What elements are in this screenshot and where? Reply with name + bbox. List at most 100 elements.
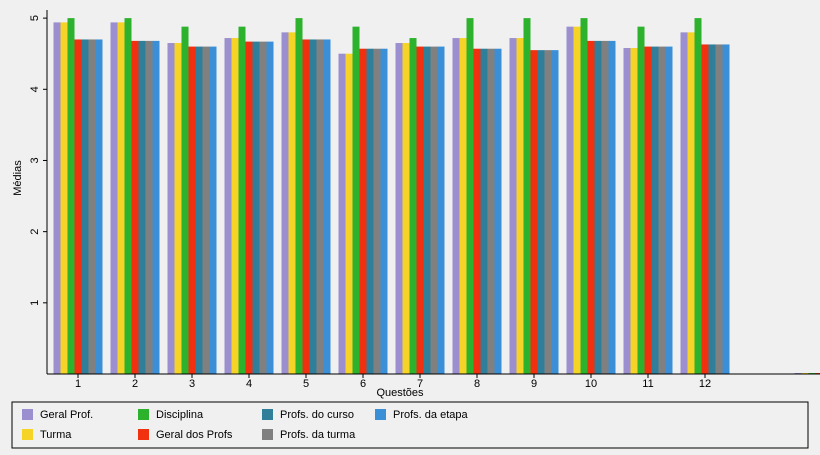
- legend-label: Turma: [40, 429, 72, 441]
- bar: [110, 22, 118, 374]
- bar: [480, 48, 488, 374]
- bar: [117, 22, 125, 374]
- bar: [259, 41, 267, 374]
- bar: [74, 39, 82, 375]
- bar: [523, 18, 531, 375]
- bar: [152, 40, 160, 375]
- bar: [494, 48, 502, 374]
- bar: [430, 46, 438, 375]
- bar: [473, 48, 481, 374]
- bar: [416, 46, 424, 375]
- y-tick-label: 1: [29, 300, 41, 306]
- bar: [95, 39, 103, 375]
- legend-label: Profs. do curso: [280, 409, 354, 421]
- bar: [195, 46, 203, 375]
- bar: [608, 40, 616, 375]
- bar: [516, 38, 524, 374]
- bar: [701, 44, 709, 374]
- x-tick-label: 7: [417, 378, 423, 390]
- bar: [537, 50, 545, 374]
- bar: [124, 18, 132, 375]
- bar: [630, 48, 638, 374]
- bar: [352, 26, 360, 375]
- bar: [281, 32, 289, 375]
- bar: [380, 48, 388, 374]
- bar: [509, 38, 517, 374]
- bar: [566, 26, 574, 375]
- bar: [88, 39, 96, 375]
- bar: [323, 39, 331, 375]
- bar: [316, 39, 324, 375]
- legend-swatch: [262, 409, 273, 420]
- bar: [437, 46, 445, 375]
- y-tick-label: 4: [29, 86, 41, 92]
- legend-swatch: [22, 409, 33, 420]
- y-tick-label: 3: [29, 157, 41, 163]
- bar: [644, 46, 652, 375]
- bar: [60, 22, 68, 374]
- bar: [288, 32, 296, 375]
- x-tick-label: 1: [75, 378, 81, 390]
- bar: [722, 44, 730, 374]
- bar: [658, 46, 666, 375]
- x-tick-label: 5: [303, 378, 309, 390]
- bar: [651, 46, 659, 375]
- x-tick-label: 6: [360, 378, 366, 390]
- bar: [708, 44, 716, 374]
- bar: [202, 46, 210, 375]
- x-tick-label: 8: [474, 378, 480, 390]
- bar: [665, 46, 673, 375]
- bar: [694, 18, 702, 375]
- legend-label: Profs. da etapa: [393, 409, 468, 421]
- bar: [338, 53, 346, 375]
- x-tick-label: 12: [699, 378, 711, 390]
- bar: [551, 50, 559, 374]
- bar: [167, 43, 175, 374]
- bar: [680, 32, 688, 375]
- bar: [209, 46, 217, 375]
- bar: [266, 41, 274, 374]
- bar: [67, 18, 75, 375]
- bar: [459, 38, 467, 374]
- bar: [131, 40, 139, 375]
- bar: [245, 41, 253, 374]
- bar: [295, 18, 303, 375]
- bar: [580, 18, 588, 375]
- bar: [366, 48, 374, 374]
- bar: [409, 38, 417, 374]
- bar: [487, 48, 495, 374]
- bar: [423, 46, 431, 375]
- x-tick-label: 10: [585, 378, 597, 390]
- bar: [359, 48, 367, 374]
- bar: [53, 22, 61, 374]
- y-tick-label: 5: [29, 15, 41, 21]
- y-axis-label: Médias: [12, 160, 24, 196]
- bar: [238, 26, 246, 375]
- bar: [181, 26, 189, 375]
- legend-box: [11, 401, 809, 449]
- bar: [81, 39, 89, 375]
- bar: [623, 48, 631, 374]
- legend-swatch: [138, 409, 149, 420]
- x-tick-label: 9: [531, 378, 537, 390]
- legend-label: Profs. da turma: [280, 429, 356, 441]
- bar: [309, 39, 317, 375]
- bar: [687, 32, 695, 375]
- legend-swatch: [262, 429, 273, 440]
- bar: [252, 41, 260, 374]
- bar: [594, 40, 602, 375]
- bar: [302, 39, 310, 375]
- y-tick-label: 2: [29, 229, 41, 235]
- bar: [715, 44, 723, 374]
- bar: [601, 40, 609, 375]
- bar: [395, 43, 403, 374]
- bar: [224, 38, 232, 374]
- bar: [587, 40, 595, 375]
- bar: [188, 46, 196, 375]
- legend-label: Geral Prof.: [40, 409, 93, 421]
- legend-swatch: [375, 409, 386, 420]
- bar: [373, 48, 381, 374]
- bar: [345, 53, 353, 375]
- x-tick-label: 2: [132, 378, 138, 390]
